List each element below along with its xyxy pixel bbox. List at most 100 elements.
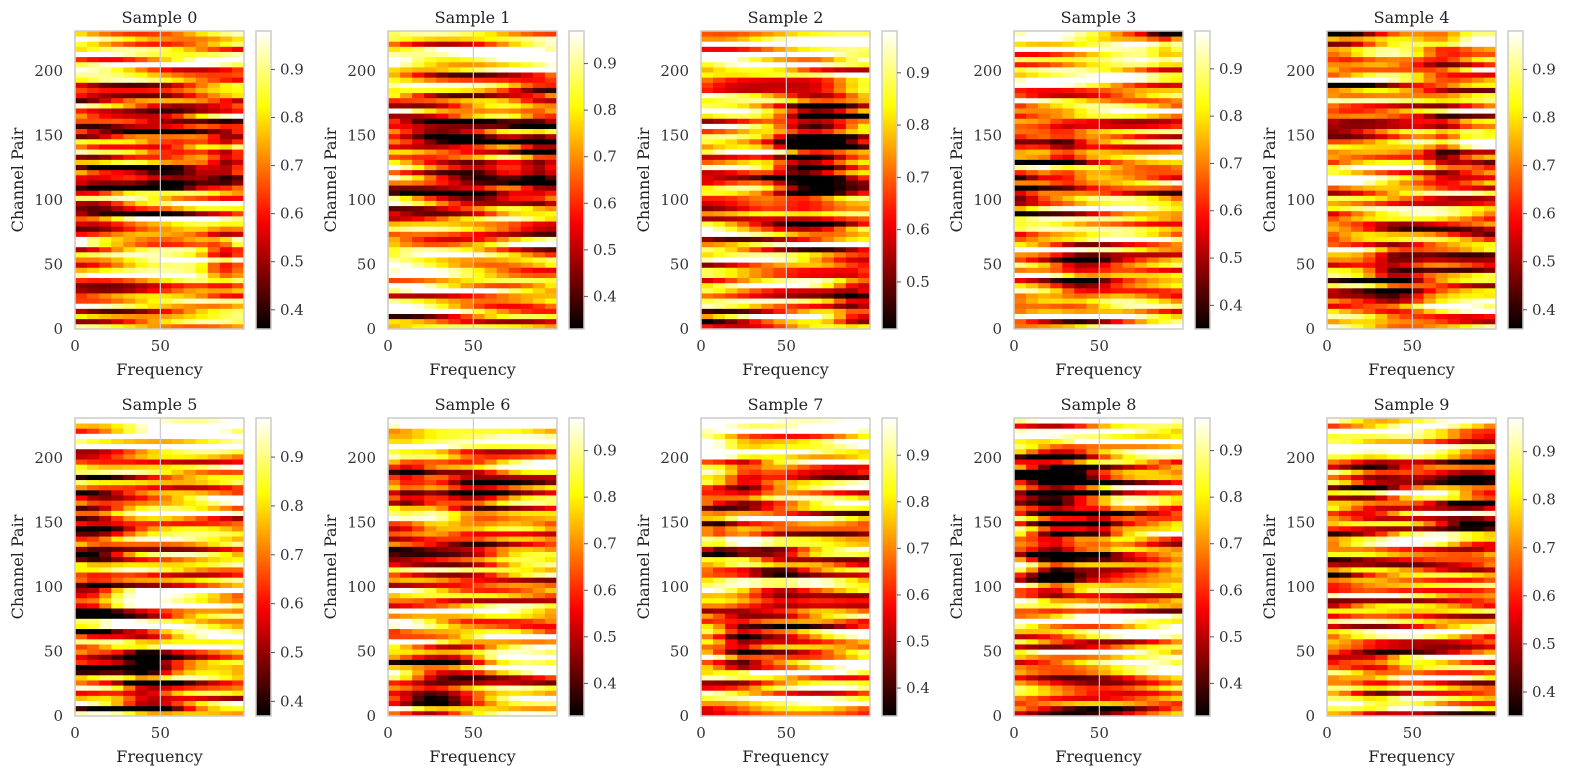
heatmap-cell: [1038, 241, 1051, 248]
heatmap-cell: [544, 180, 557, 186]
heatmap-cell: [1411, 87, 1425, 94]
heatmap-cell: [520, 293, 534, 299]
x-tick-label: 0: [383, 337, 393, 355]
heatmap-cell: [797, 174, 811, 181]
heatmap-cell: [1134, 118, 1148, 124]
heatmap-cell: [87, 308, 100, 314]
heatmap-cell: [532, 138, 546, 145]
heatmap-cell: [1447, 97, 1461, 104]
heatmap-cell: [1483, 303, 1496, 309]
heatmap-cell: [1086, 293, 1100, 299]
heatmap-cell: [400, 210, 413, 217]
heatmap-cell: [1038, 313, 1051, 320]
heatmap-cell: [1327, 318, 1340, 325]
heatmap-cell: [1339, 169, 1352, 176]
heatmap-cell: [87, 272, 100, 279]
heatmap-cell: [1158, 66, 1172, 73]
heatmap-cell: [436, 323, 449, 329]
heatmap-cell: [845, 303, 859, 309]
heatmap-cell: [231, 282, 244, 289]
heatmap-cell: [183, 293, 197, 299]
heatmap-cell: [1026, 82, 1039, 88]
heatmap-cell: [424, 210, 437, 217]
heatmap-cell: [797, 159, 811, 165]
heatmap-cell: [75, 92, 88, 99]
heatmap-cell: [111, 113, 124, 119]
heatmap-cell: [484, 272, 498, 279]
heatmap-cell: [111, 200, 124, 207]
heatmap-cell: [1339, 154, 1352, 160]
heatmap-cell: [207, 221, 221, 227]
heatmap-cell: [147, 551, 161, 558]
heatmap-cell: [436, 154, 449, 160]
y-axis-label: Channel Pair: [321, 127, 340, 232]
heatmap-cell: [1327, 169, 1340, 176]
heatmap-cell: [1459, 118, 1473, 124]
heatmap-cell: [725, 46, 738, 52]
heatmap-cell: [183, 272, 197, 279]
heatmap-cell: [111, 685, 124, 691]
heatmap-cell: [761, 92, 775, 99]
heatmap-cell: [496, 138, 510, 145]
heatmap-cell: [1483, 149, 1496, 155]
heatmap-cell: [412, 87, 425, 94]
heatmap-cell: [749, 154, 762, 160]
heatmap-cell: [1122, 31, 1136, 37]
heatmap-cell: [1050, 277, 1063, 284]
heatmap-cell: [1098, 56, 1112, 63]
heatmap-cell: [183, 97, 197, 104]
heatmap-cell: [123, 108, 136, 114]
heatmap-cell: [1459, 169, 1473, 176]
heatmap-cell: [472, 108, 486, 114]
heatmap-cell: [1411, 226, 1425, 232]
heatmap-cell: [1062, 133, 1075, 140]
heatmap-cell: [195, 31, 209, 37]
heatmap-cell: [231, 251, 244, 258]
heatmap-cell: [496, 113, 510, 119]
heatmap-cell: [845, 92, 859, 99]
heatmap-cell: [1447, 72, 1461, 78]
heatmap-cell: [75, 97, 88, 104]
heatmap-cell: [821, 241, 835, 248]
heatmap-cell: [1447, 113, 1461, 119]
heatmap-cell: [1062, 118, 1075, 124]
heatmap-cell: [111, 215, 124, 222]
heatmap-cell: [207, 149, 221, 155]
heatmap-cell: [713, 31, 726, 37]
heatmap-cell: [1158, 133, 1172, 140]
heatmap-cell: [424, 236, 437, 243]
heatmap-cell: [1399, 92, 1413, 99]
heatmap-cell: [532, 92, 546, 99]
heatmap-cell: [448, 46, 462, 52]
heatmap-cell: [147, 567, 161, 573]
heatmap-cell: [436, 82, 449, 88]
heatmap-cell: [99, 174, 112, 181]
heatmap-cell: [484, 113, 498, 119]
heatmap-cell: [460, 87, 474, 94]
heatmap-cell: [159, 633, 173, 640]
heatmap-cell: [701, 46, 714, 52]
heatmap-cell: [219, 582, 233, 588]
heatmap-cell: [821, 72, 835, 78]
heatmap-cell: [183, 267, 197, 273]
heatmap-cell: [207, 123, 221, 130]
heatmap-cell: [135, 649, 149, 655]
heatmap-cell: [1471, 36, 1485, 42]
heatmap-cell: [1062, 323, 1075, 329]
heatmap-cell: [75, 128, 88, 135]
heatmap-cell: [785, 61, 799, 68]
heatmap-cell: [1339, 303, 1352, 309]
heatmap-cell: [159, 298, 173, 304]
heatmap-cell: [460, 102, 474, 109]
heatmap-cell: [1339, 149, 1352, 155]
heatmap-cell: [460, 169, 474, 176]
heatmap-cell: [135, 669, 149, 676]
heatmap-cell: [195, 72, 209, 78]
heatmap-cell: [821, 246, 835, 253]
heatmap-cell: [725, 56, 738, 63]
heatmap-cell: [1098, 46, 1112, 52]
heatmap-cell: [87, 262, 100, 268]
heatmap-cell: [99, 531, 112, 537]
heatmap-cell: [147, 31, 161, 37]
heatmap-cell: [520, 323, 534, 329]
